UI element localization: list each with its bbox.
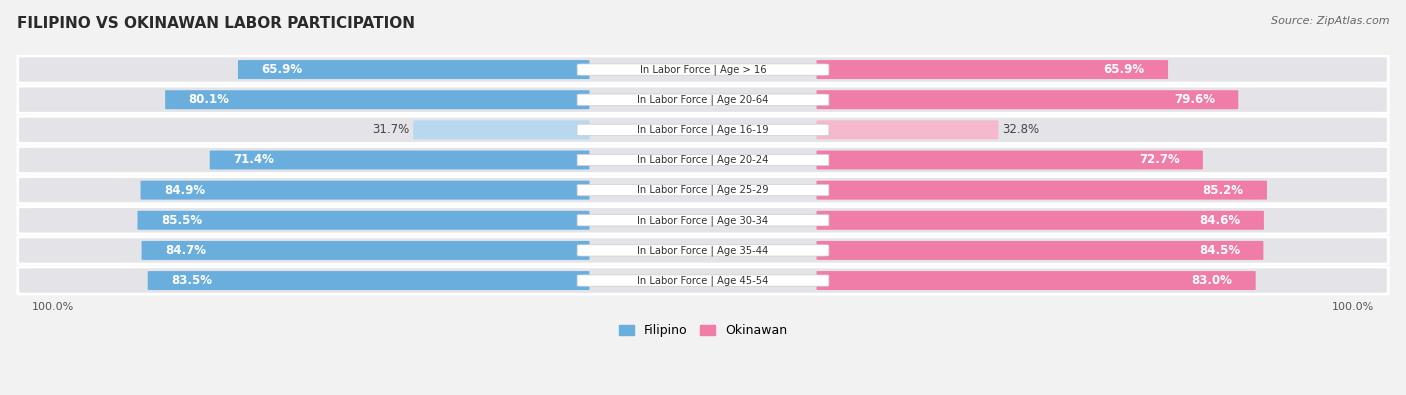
Text: In Labor Force | Age 25-29: In Labor Force | Age 25-29: [637, 185, 769, 196]
FancyBboxPatch shape: [576, 245, 830, 256]
FancyBboxPatch shape: [576, 94, 830, 105]
FancyBboxPatch shape: [238, 60, 589, 79]
Text: In Labor Force | Age > 16: In Labor Force | Age > 16: [640, 64, 766, 75]
FancyBboxPatch shape: [576, 214, 830, 226]
Text: 84.9%: 84.9%: [165, 184, 205, 197]
Text: In Labor Force | Age 16-19: In Labor Force | Age 16-19: [637, 124, 769, 135]
FancyBboxPatch shape: [148, 271, 589, 290]
FancyBboxPatch shape: [138, 211, 589, 230]
FancyBboxPatch shape: [18, 207, 1388, 234]
Text: In Labor Force | Age 45-54: In Labor Force | Age 45-54: [637, 275, 769, 286]
Text: 85.2%: 85.2%: [1202, 184, 1243, 197]
FancyBboxPatch shape: [576, 184, 830, 196]
FancyBboxPatch shape: [576, 124, 830, 135]
FancyBboxPatch shape: [18, 237, 1388, 264]
Text: 72.7%: 72.7%: [1139, 154, 1180, 167]
Text: 84.7%: 84.7%: [165, 244, 205, 257]
FancyBboxPatch shape: [18, 116, 1388, 143]
Text: 83.0%: 83.0%: [1191, 274, 1232, 287]
FancyBboxPatch shape: [18, 147, 1388, 173]
FancyBboxPatch shape: [817, 271, 1256, 290]
FancyBboxPatch shape: [141, 181, 589, 199]
Text: 100.0%: 100.0%: [1333, 302, 1375, 312]
Text: 84.5%: 84.5%: [1199, 244, 1240, 257]
Text: 84.6%: 84.6%: [1199, 214, 1240, 227]
Text: 71.4%: 71.4%: [233, 154, 274, 167]
FancyBboxPatch shape: [817, 120, 998, 139]
Text: In Labor Force | Age 20-64: In Labor Force | Age 20-64: [637, 94, 769, 105]
FancyBboxPatch shape: [817, 241, 1264, 260]
FancyBboxPatch shape: [817, 150, 1204, 169]
FancyBboxPatch shape: [18, 56, 1388, 83]
Text: 32.8%: 32.8%: [1002, 123, 1039, 136]
Text: In Labor Force | Age 30-34: In Labor Force | Age 30-34: [637, 215, 769, 226]
FancyBboxPatch shape: [817, 211, 1264, 230]
Text: 85.5%: 85.5%: [160, 214, 202, 227]
FancyBboxPatch shape: [576, 154, 830, 166]
Text: In Labor Force | Age 20-24: In Labor Force | Age 20-24: [637, 155, 769, 165]
Legend: Filipino, Okinawan: Filipino, Okinawan: [614, 320, 792, 342]
FancyBboxPatch shape: [576, 275, 830, 286]
Text: 100.0%: 100.0%: [31, 302, 73, 312]
Text: 65.9%: 65.9%: [262, 63, 302, 76]
Text: Source: ZipAtlas.com: Source: ZipAtlas.com: [1271, 16, 1389, 26]
Text: 31.7%: 31.7%: [371, 123, 409, 136]
FancyBboxPatch shape: [142, 241, 589, 260]
FancyBboxPatch shape: [18, 86, 1388, 113]
FancyBboxPatch shape: [576, 64, 830, 75]
FancyBboxPatch shape: [165, 90, 589, 109]
FancyBboxPatch shape: [18, 177, 1388, 204]
FancyBboxPatch shape: [817, 90, 1239, 109]
FancyBboxPatch shape: [209, 150, 589, 169]
Text: In Labor Force | Age 35-44: In Labor Force | Age 35-44: [637, 245, 769, 256]
FancyBboxPatch shape: [18, 267, 1388, 294]
Text: FILIPINO VS OKINAWAN LABOR PARTICIPATION: FILIPINO VS OKINAWAN LABOR PARTICIPATION: [17, 16, 415, 31]
FancyBboxPatch shape: [817, 60, 1168, 79]
FancyBboxPatch shape: [817, 181, 1267, 199]
Text: 79.6%: 79.6%: [1174, 93, 1215, 106]
Text: 83.5%: 83.5%: [172, 274, 212, 287]
Text: 80.1%: 80.1%: [188, 93, 229, 106]
FancyBboxPatch shape: [413, 120, 589, 139]
Text: 65.9%: 65.9%: [1104, 63, 1144, 76]
